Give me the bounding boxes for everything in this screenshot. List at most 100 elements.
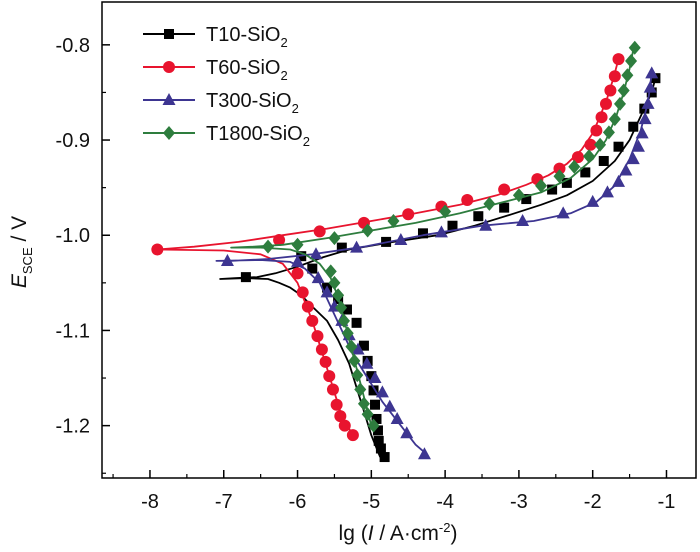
data-point bbox=[358, 340, 369, 351]
data-point bbox=[335, 300, 348, 315]
data-point bbox=[594, 137, 607, 152]
data-point bbox=[499, 202, 510, 213]
data-point bbox=[291, 267, 304, 280]
data-point bbox=[291, 237, 304, 252]
data-point bbox=[320, 285, 334, 298]
data-point bbox=[394, 233, 408, 245]
data-point bbox=[599, 97, 612, 110]
data-point bbox=[220, 253, 234, 266]
data-point bbox=[434, 225, 448, 238]
data-point bbox=[383, 399, 397, 412]
data-point bbox=[328, 275, 341, 290]
data-point bbox=[368, 371, 382, 384]
legend-marker bbox=[164, 29, 174, 39]
data-point bbox=[553, 162, 566, 175]
data-point bbox=[402, 208, 415, 221]
data-point bbox=[479, 218, 493, 231]
x-tick-label: -3 bbox=[510, 491, 528, 513]
x-tick-label: -7 bbox=[215, 491, 233, 513]
data-point bbox=[553, 169, 566, 184]
legend-item: T300-SiO2 bbox=[143, 90, 299, 116]
y-tick-label: -1.1 bbox=[56, 320, 90, 342]
data-point bbox=[319, 355, 332, 368]
data-point bbox=[328, 231, 341, 246]
data-point bbox=[631, 139, 645, 152]
data-point bbox=[638, 112, 652, 125]
data-point bbox=[375, 443, 386, 454]
data-point bbox=[628, 121, 639, 132]
data-point bbox=[604, 84, 617, 97]
data-point bbox=[351, 368, 364, 383]
data-point bbox=[311, 271, 325, 284]
data-point bbox=[291, 254, 305, 267]
data-point bbox=[336, 242, 347, 253]
data-point bbox=[351, 317, 362, 328]
data-point bbox=[598, 155, 609, 166]
data-point bbox=[373, 435, 384, 446]
data-point bbox=[626, 152, 640, 165]
data-point bbox=[586, 194, 600, 207]
data-point bbox=[324, 264, 337, 279]
data-point bbox=[334, 410, 347, 423]
legend-label: T300-SiO2 bbox=[206, 90, 299, 116]
series-T10-SiO2 bbox=[219, 73, 661, 463]
data-point bbox=[621, 68, 634, 83]
data-point bbox=[151, 243, 164, 256]
data-point bbox=[571, 151, 584, 164]
data-point bbox=[512, 188, 525, 203]
data-point bbox=[350, 240, 364, 253]
data-point bbox=[617, 83, 630, 98]
data-point bbox=[613, 141, 624, 152]
series-line bbox=[219, 77, 657, 458]
x-tick-label: -6 bbox=[289, 491, 307, 513]
data-point bbox=[332, 288, 345, 303]
legend-label: T60-SiO2 bbox=[206, 57, 288, 83]
data-point bbox=[417, 447, 431, 460]
data-point bbox=[645, 66, 659, 79]
x-axis-title: lg (I / A·cm-2) bbox=[339, 520, 458, 545]
data-point bbox=[306, 314, 319, 327]
legend-label: T10-SiO2 bbox=[206, 24, 288, 50]
legend-item: T60-SiO2 bbox=[143, 57, 288, 83]
y-axis-title: ESCE / V bbox=[8, 216, 35, 288]
data-point bbox=[628, 40, 641, 55]
data-point bbox=[584, 138, 597, 151]
data-point bbox=[346, 429, 359, 442]
legend-label: T1800-SiO2 bbox=[206, 123, 310, 149]
legend-item: T1800-SiO2 bbox=[143, 123, 310, 149]
data-point bbox=[535, 178, 548, 193]
data-point bbox=[338, 419, 351, 432]
data-point bbox=[390, 411, 404, 424]
data-point bbox=[521, 194, 532, 205]
data-point bbox=[625, 54, 638, 69]
y-axis: -0.8 -0.9 -1.0 -1.1 -1.2 bbox=[56, 35, 110, 474]
data-point bbox=[262, 239, 275, 254]
data-point bbox=[372, 425, 383, 436]
data-point bbox=[379, 452, 390, 463]
data-point bbox=[366, 371, 377, 382]
data-point bbox=[439, 204, 452, 219]
data-point bbox=[461, 194, 474, 207]
data-point bbox=[600, 185, 614, 198]
data-point bbox=[371, 413, 382, 424]
x-tick-label: -5 bbox=[362, 491, 380, 513]
data-point bbox=[323, 370, 336, 383]
data-point bbox=[367, 418, 380, 433]
data-point bbox=[612, 174, 626, 187]
data-point bbox=[273, 234, 286, 246]
data-point bbox=[635, 126, 649, 139]
data-point bbox=[483, 196, 496, 211]
data-point bbox=[602, 125, 615, 140]
data-point bbox=[612, 53, 625, 66]
data-point bbox=[595, 111, 608, 124]
data-point bbox=[643, 80, 657, 93]
legend: T10-SiO2 T60-SiO2 T300-SiO2 T1800-SiO2 bbox=[143, 24, 310, 149]
legend-marker bbox=[163, 126, 175, 140]
data-point bbox=[315, 343, 328, 356]
data-point bbox=[361, 407, 374, 422]
plot-frame bbox=[101, 1, 697, 479]
data-point bbox=[473, 211, 484, 222]
data-point bbox=[345, 339, 358, 354]
x-axis: -8 -7 -6 -5 -4 -3 -2 -1 bbox=[112, 470, 675, 513]
legend-marker bbox=[162, 93, 176, 105]
